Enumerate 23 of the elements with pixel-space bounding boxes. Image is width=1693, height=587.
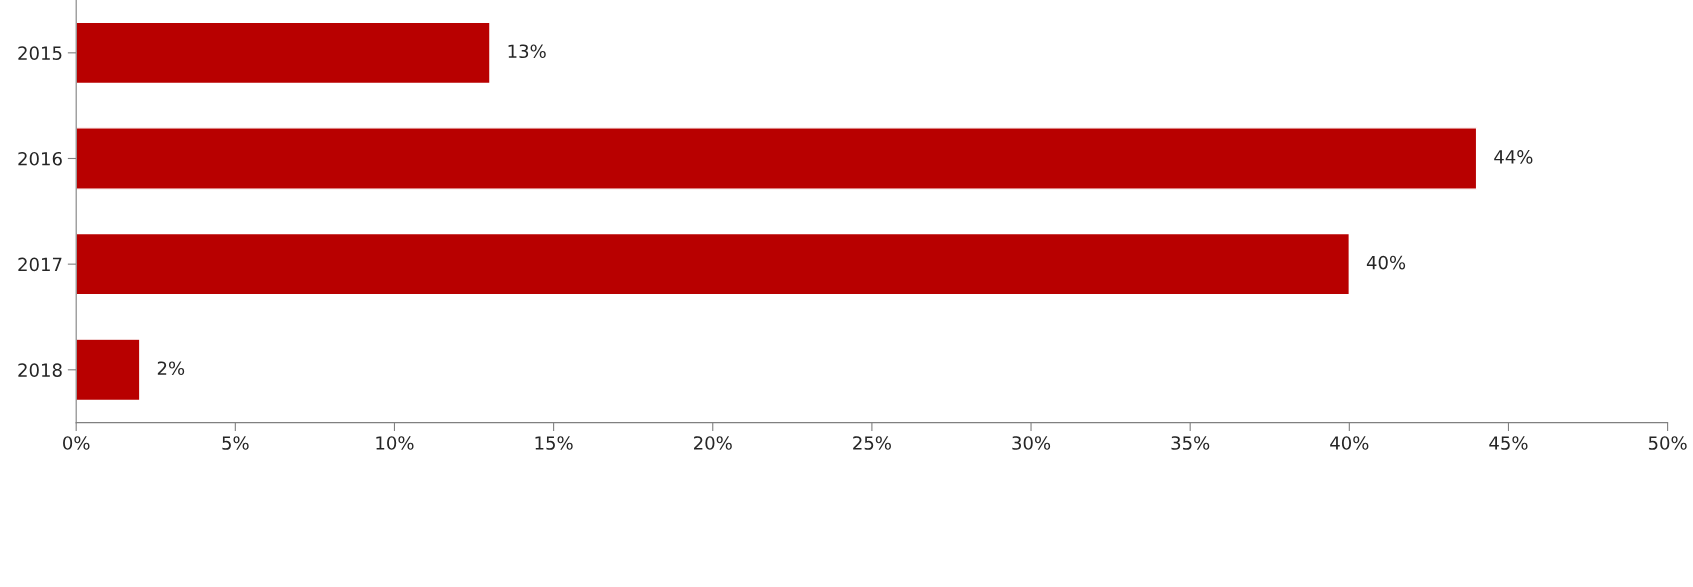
y-tick-label: 2016 — [18, 151, 62, 166]
x-tick-label: 15% — [535, 436, 573, 450]
text: 44% — [1494, 150, 1533, 164]
bar — [76, 232, 1351, 296]
x-tick-label: 35% — [1171, 436, 1210, 450]
text: 13% — [508, 44, 546, 59]
x-tick-label: 10% — [376, 436, 414, 450]
y-tick-label: 2015 — [18, 46, 62, 60]
bar — [76, 127, 1478, 190]
x-tick-label: 0% — [63, 436, 90, 450]
x-tick-label: 25% — [853, 436, 891, 450]
text: 40% — [1366, 255, 1406, 270]
y-tick-label: 2017 — [18, 257, 62, 272]
x-tick-label: 20% — [694, 436, 732, 450]
x-tick-label: 50% — [1648, 436, 1687, 450]
bar — [76, 338, 141, 402]
y-tick-label: 2018 — [18, 363, 62, 377]
text: 2% — [157, 361, 185, 376]
x-tick-label: 45% — [1489, 436, 1528, 450]
bar — [76, 21, 491, 85]
x-tick-label: 40% — [1330, 436, 1369, 450]
x-tick-label: 5% — [222, 436, 249, 450]
x-tick-label: 30% — [1012, 436, 1051, 450]
